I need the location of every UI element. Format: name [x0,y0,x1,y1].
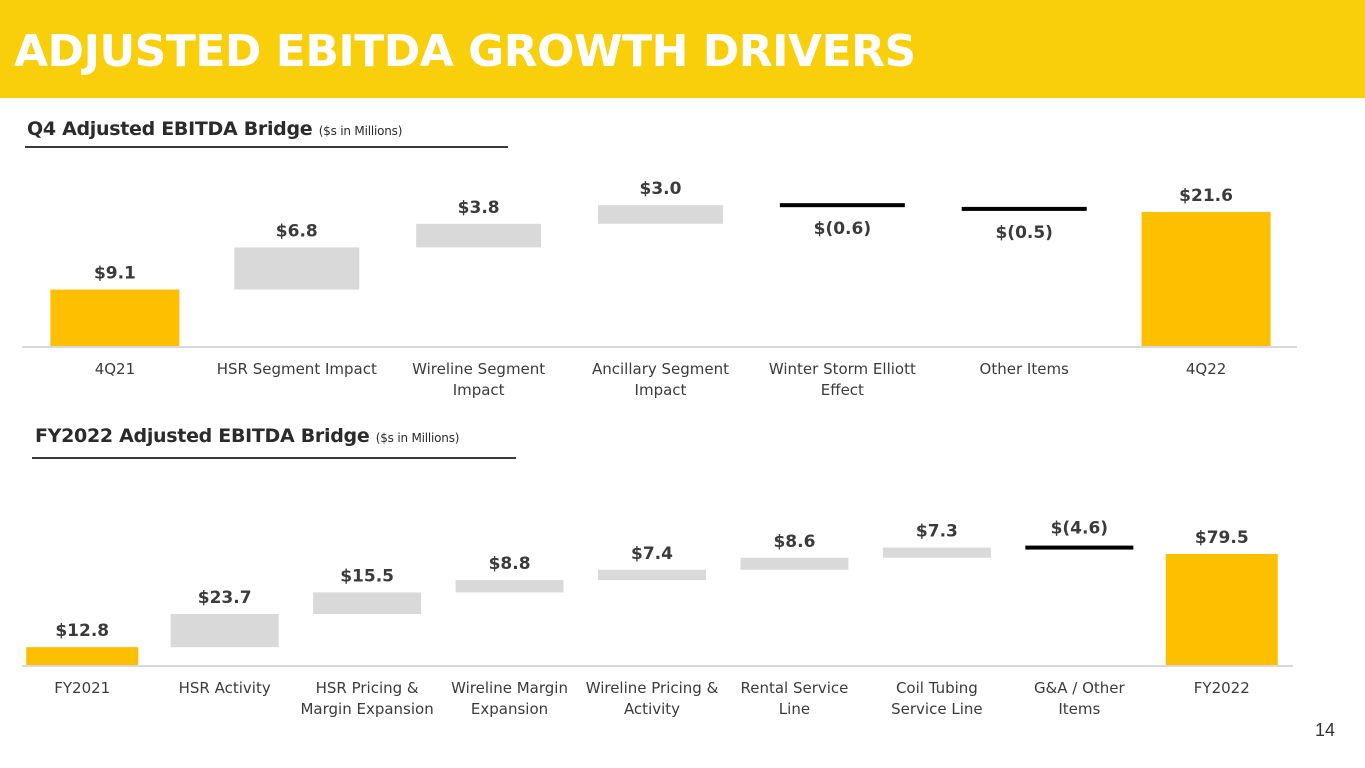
q4-data-label: $3.0 [640,179,682,199]
fy-category-label: HSR Pricing & [316,679,419,697]
fy-data-label: $23.7 [198,588,252,608]
q4-chart-units: ($s in Millions) [318,124,403,138]
q4-category-label: Other Items [980,360,1070,378]
fy-category-label: Expansion [471,700,548,718]
fy-category-label: Line [779,700,810,718]
q4-data-label: $21.6 [1179,186,1233,206]
q4-chart-title: Q4 Adjusted EBITDA Bridge ($s in Million… [27,118,402,140]
fy-data-label: $12.8 [55,621,109,641]
fy-data-label: $79.5 [1195,528,1249,548]
fy-data-label: $8.6 [773,532,815,552]
fy-bar-increase [598,569,706,581]
q4-category-label: Effect [821,381,864,399]
q4-category-label: Wireline Segment [412,360,545,378]
q4-data-label: $(0.6) [814,219,871,239]
fy-category-label: G&A / Other [1034,679,1126,697]
q4-category-label: Impact [635,381,687,399]
fy-category-label: Margin Expansion [300,700,433,718]
fy-data-label: $(4.6) [1051,519,1108,539]
fy-category-label: Wireline Pricing & [586,679,719,697]
fy-bar-decrease [1025,545,1134,550]
fy-chart-units: ($s in Millions) [375,431,460,445]
fy-category-label: FY2022 [1194,679,1250,697]
q4-bar-increase [598,205,723,224]
q4-category-label: Impact [453,381,505,399]
q4-bar-total [1141,212,1271,346]
fy-data-label: $8.8 [489,554,531,574]
fy-data-label: $7.3 [916,522,958,542]
fy-category-label: FY2021 [54,679,110,697]
q4-data-label: $3.8 [458,198,500,218]
fy-title-underline [32,457,516,459]
fy-bar-increase [882,547,991,558]
q4-category-label: Winter Storm Elliott [769,360,916,378]
q4-data-label: $6.8 [276,221,318,241]
fy-category-label: HSR Activity [179,679,271,697]
fy-category-label: Coil Tubing [896,679,978,697]
page-title: ADJUSTED EBITDA GROWTH DRIVERS [14,26,916,77]
q4-category-label: Ancillary Segment [592,360,729,378]
fy-bar-increase [455,580,564,593]
fy-bar-total [1165,554,1278,665]
q4-bar-decrease [779,203,905,208]
fy-category-label: Service Line [891,700,982,718]
q4-category-label: 4Q21 [95,360,135,378]
fy-category-label: Activity [624,700,680,718]
fy-category-label: Wireline Margin [451,679,568,697]
fy-bar-increase [313,592,422,615]
fy-chart-title-text: FY2022 Adjusted EBITDA Bridge [35,425,370,447]
q4-data-label: $9.1 [94,264,136,284]
q4-chart-title-text: Q4 Adjusted EBITDA Bridge [27,118,313,140]
fy-category-label: Items [1058,700,1100,718]
page-number: 14 [1314,720,1335,740]
fy-data-label: $15.5 [340,566,394,586]
fy-bar-increase [170,614,279,648]
header-banner: ADJUSTED EBITDA GROWTH DRIVERS [0,0,1365,98]
q4-bar-increase [234,247,360,290]
q4-bar-increase [416,223,542,248]
q4-title-underline [25,146,508,148]
fy-bar-increase [740,557,849,570]
q4-bar-decrease [961,206,1087,211]
q4-category-label: HSR Segment Impact [217,360,377,378]
fy-chart-title: FY2022 Adjusted EBITDA Bridge ($s in Mil… [35,425,459,447]
fy-bar-total [26,647,139,665]
fy-data-label: $7.4 [631,544,673,564]
q4-data-label: $(0.5) [995,223,1052,243]
q4-bar-total [50,289,180,346]
q4-category-label: 4Q22 [1186,360,1226,378]
fy-category-label: Rental Service [740,679,848,697]
